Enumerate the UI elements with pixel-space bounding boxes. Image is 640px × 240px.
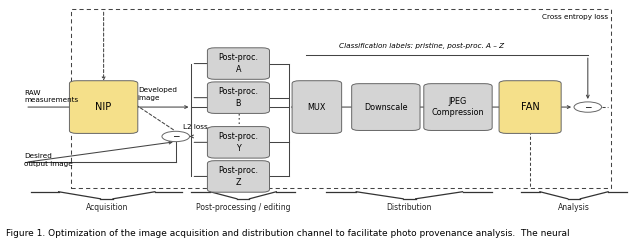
Text: Post-proc.
Y: Post-proc. Y (218, 132, 259, 153)
FancyBboxPatch shape (207, 161, 269, 192)
FancyBboxPatch shape (207, 48, 269, 79)
Text: Cross entropy loss: Cross entropy loss (541, 14, 608, 20)
Circle shape (574, 102, 602, 112)
Text: Post-proc.
A: Post-proc. A (218, 53, 259, 74)
Text: Post-proc.
B: Post-proc. B (218, 87, 259, 108)
Text: −: − (584, 102, 591, 111)
Text: −: − (172, 131, 179, 140)
Text: Distribution: Distribution (387, 203, 432, 212)
Text: Desired
output image: Desired output image (24, 153, 73, 167)
FancyBboxPatch shape (207, 126, 269, 158)
Text: FAN: FAN (521, 102, 540, 112)
Text: Figure 1. Optimization of the image acquisition and distribution channel to faci: Figure 1. Optimization of the image acqu… (6, 228, 570, 238)
Text: Acquisition: Acquisition (86, 203, 128, 212)
Text: JPEG
Compression: JPEG Compression (432, 97, 484, 117)
FancyBboxPatch shape (207, 82, 269, 114)
Text: RAW
measurements: RAW measurements (24, 90, 78, 103)
FancyBboxPatch shape (69, 81, 138, 133)
FancyBboxPatch shape (499, 81, 561, 133)
Text: Post-proc.
Z: Post-proc. Z (218, 166, 259, 187)
Text: NIP: NIP (95, 102, 112, 112)
Text: Classification labels: pristine, post-proc. A – Z: Classification labels: pristine, post-pr… (339, 43, 504, 49)
Text: Analysis: Analysis (558, 203, 590, 212)
Text: Downscale: Downscale (364, 102, 408, 112)
FancyBboxPatch shape (351, 84, 420, 131)
Text: ⋮: ⋮ (232, 114, 244, 126)
Text: L2 loss: L2 loss (183, 124, 208, 130)
Text: Developed
image: Developed image (138, 87, 177, 101)
Text: Post-processing / editing: Post-processing / editing (196, 203, 291, 212)
Circle shape (162, 131, 189, 142)
FancyBboxPatch shape (424, 84, 492, 131)
FancyBboxPatch shape (292, 81, 342, 133)
Text: MUX: MUX (308, 102, 326, 112)
